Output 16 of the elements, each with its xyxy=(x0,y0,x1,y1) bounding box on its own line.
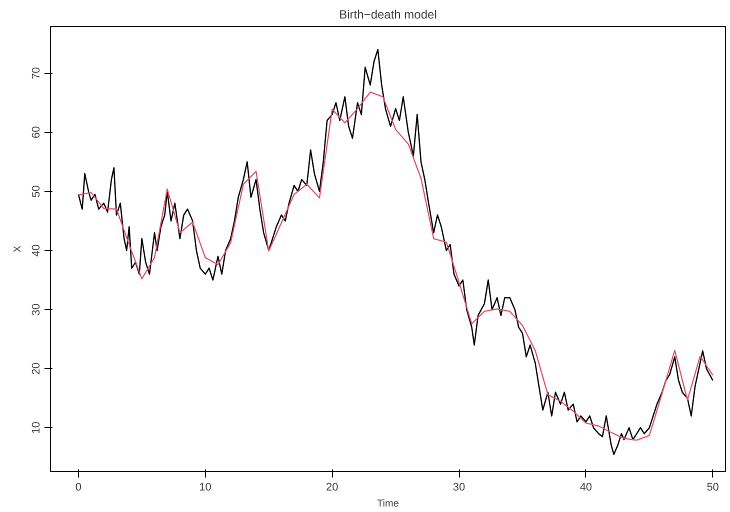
y-axis-title: X xyxy=(12,245,24,252)
x-tick-label: 50 xyxy=(706,482,719,494)
x-axis-title: Time xyxy=(377,498,400,510)
y-tick-label: 40 xyxy=(30,244,42,257)
y-tick-label: 60 xyxy=(30,126,42,138)
x-tick-label: 20 xyxy=(326,482,338,494)
y-tick-label: 70 xyxy=(30,67,42,80)
y-tick-label: 20 xyxy=(30,362,42,375)
x-tick-label: 30 xyxy=(452,482,466,494)
y-tick-label: 50 xyxy=(30,185,42,198)
chart-title: Birth−death model xyxy=(339,8,437,22)
x-tick-label: 40 xyxy=(580,482,592,494)
x-tick-label: 0 xyxy=(75,482,82,494)
y-tick-label: 10 xyxy=(30,422,42,434)
x-tick-label: 10 xyxy=(199,482,212,494)
y-tick-label: 30 xyxy=(30,303,42,316)
